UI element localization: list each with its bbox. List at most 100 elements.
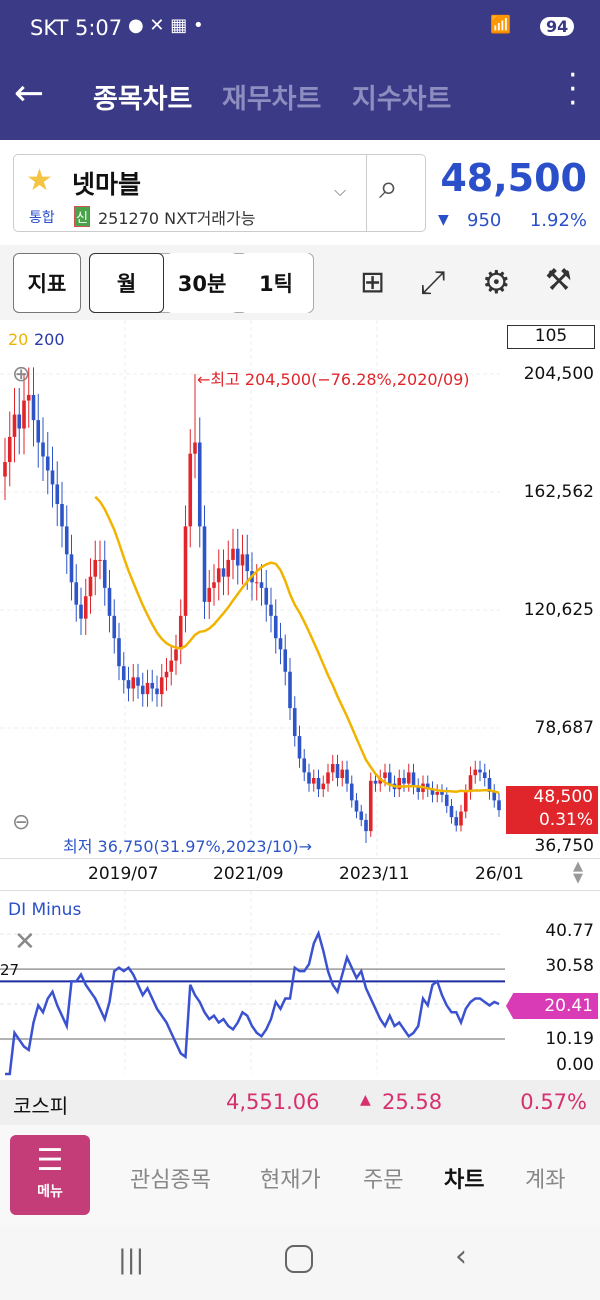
layout-grid-icon[interactable]: ⊞ xyxy=(360,265,386,300)
stock-selector[interactable]: ★ 넷마블 통합 신 251270 NXT거래가능 ⌵ ⌕ xyxy=(13,154,426,232)
settings-gear-icon[interactable]: ⚙ xyxy=(482,263,511,301)
period-month-button[interactable]: 월 xyxy=(89,253,164,313)
y-label: 204,500 xyxy=(523,364,594,384)
search-icon[interactable]: ⌕ xyxy=(379,167,399,207)
candle-body xyxy=(17,414,22,429)
battery-indicator: 94 xyxy=(540,17,575,36)
candle-body xyxy=(55,484,60,505)
app-header: ← 종목차트 재무차트 지수차트 · · · xyxy=(0,55,600,140)
period-30min-button[interactable]: 30분 xyxy=(166,253,238,313)
close-icon[interactable]: ✕ xyxy=(14,927,36,957)
candle-body xyxy=(245,554,250,572)
candle-body xyxy=(487,777,492,792)
candle-body xyxy=(402,777,406,784)
candle-body xyxy=(64,526,69,555)
zoom-out-icon[interactable]: ⊖ xyxy=(12,810,31,835)
candle-body xyxy=(164,671,169,678)
candle-body xyxy=(145,682,150,695)
back-icon[interactable]: ‹ xyxy=(455,1239,467,1274)
di-y-label: 10.19 xyxy=(545,1029,594,1049)
candle-body xyxy=(126,680,131,689)
di-svg[interactable] xyxy=(0,891,600,1081)
candle-body xyxy=(478,769,482,773)
candle-body xyxy=(349,783,354,801)
resize-handle-icon[interactable]: ▲ ▼ xyxy=(573,859,583,886)
candle-body xyxy=(93,559,98,577)
candle-body xyxy=(231,548,235,560)
candle-body xyxy=(449,805,454,818)
candle-body xyxy=(292,708,297,737)
candle-body xyxy=(131,677,136,689)
kospi-label: 코스피 xyxy=(13,1094,69,1118)
candle-body xyxy=(273,615,278,639)
candle-body xyxy=(397,777,402,790)
y-label: 120,625 xyxy=(523,600,594,620)
back-arrow-icon[interactable]: ← xyxy=(14,73,45,114)
nav-order[interactable]: 주문 xyxy=(363,1168,404,1193)
nav-account[interactable]: 계좌 xyxy=(525,1168,566,1193)
fullscreen-icon[interactable]: ⤢ xyxy=(420,263,446,301)
star-icon[interactable]: ★ xyxy=(26,163,53,198)
nav-current-price[interactable]: 현재가 xyxy=(260,1168,321,1193)
candle-body xyxy=(155,688,159,695)
candle-body xyxy=(492,791,497,801)
ma20-line xyxy=(94,495,500,794)
candle-body xyxy=(188,453,193,527)
period-tick-button[interactable]: 1틱 xyxy=(240,253,312,313)
tab-finance-chart[interactable]: 재무차트 xyxy=(222,84,322,115)
system-nav: ||| ‹ xyxy=(0,1225,600,1300)
candle-body xyxy=(235,548,240,566)
candlestick-svg[interactable] xyxy=(0,320,600,890)
candle-body xyxy=(45,456,50,471)
candle-body xyxy=(41,442,45,457)
status-bar: SKT 5:07 ● ✕ ▦ • 📶 94 xyxy=(0,0,600,55)
x-label: 2019/07 xyxy=(88,864,159,884)
candle-body xyxy=(373,780,378,784)
nav-watchlist[interactable]: 관심종목 xyxy=(130,1168,211,1193)
ma200-legend: 200 xyxy=(34,330,65,349)
candle-body xyxy=(60,504,64,527)
di-ref-label: 27 xyxy=(0,961,20,979)
candle-body xyxy=(26,394,31,401)
candle-body xyxy=(183,526,188,616)
indicator-button[interactable]: 지표 xyxy=(13,253,81,313)
nav-chart[interactable]: 차트 xyxy=(444,1168,485,1193)
high-annotation: ←최고 204,500(−76.28%,2020/09) xyxy=(197,370,470,389)
di-y-label: 0.00 xyxy=(556,1055,594,1075)
home-icon[interactable] xyxy=(285,1245,313,1273)
price-change: 950 xyxy=(467,210,502,231)
kospi-ticker[interactable]: 코스피 4,551.06 ▲ 25.58 0.57% xyxy=(0,1080,600,1125)
candle-body xyxy=(468,775,473,792)
candle-body xyxy=(121,666,126,681)
candle-body xyxy=(197,442,202,527)
current-price-label: 48,500 xyxy=(533,787,593,807)
candle-body xyxy=(368,780,373,832)
price-chart[interactable]: 20 200 105 ⊕ ⊖ ←최고 204,500(−76.28%,2020/… xyxy=(0,320,600,890)
candle-body xyxy=(212,582,216,588)
candle-count[interactable]: 105 xyxy=(507,325,595,349)
tab-index-chart[interactable]: 지수차트 xyxy=(352,84,452,115)
bottom-nav: ☰ 메뉴 관심종목 현재가 주문 차트 계좌 xyxy=(0,1125,600,1225)
current-price-tag: 48,500 0.31% xyxy=(506,786,598,834)
new-badge: 신 xyxy=(74,206,90,227)
menu-button[interactable]: ☰ 메뉴 xyxy=(10,1135,90,1215)
tab-stock-chart[interactable]: 종목차트 xyxy=(93,84,193,115)
di-panel[interactable]: DI Minus ✕ 27 40.77 30.58 10.19 0.00 20.… xyxy=(0,890,600,1080)
candle-body xyxy=(364,819,368,832)
candle-body xyxy=(425,783,430,790)
candle-body xyxy=(240,554,245,566)
carrier: SKT xyxy=(30,16,69,40)
kospi-change: 25.58 xyxy=(382,1090,443,1114)
di-y-label: 30.58 xyxy=(545,956,594,976)
chevron-down-icon[interactable]: ⌵ xyxy=(334,181,347,200)
y-label: 162,562 xyxy=(523,482,594,502)
zoom-in-icon[interactable]: ⊕ xyxy=(12,362,31,387)
more-menu-icon[interactable]: · · · xyxy=(568,58,578,121)
recent-apps-icon[interactable]: ||| xyxy=(118,1245,145,1275)
candle-body xyxy=(193,442,197,454)
di-title: DI Minus xyxy=(8,900,82,920)
x-axis: 2019/07 2021/09 2023/11 26/01 ▲ ▼ xyxy=(0,858,600,888)
tools-icon[interactable]: ⚒ xyxy=(545,263,572,298)
candle-body xyxy=(140,685,145,695)
kospi-value: 4,551.06 xyxy=(226,1090,320,1114)
